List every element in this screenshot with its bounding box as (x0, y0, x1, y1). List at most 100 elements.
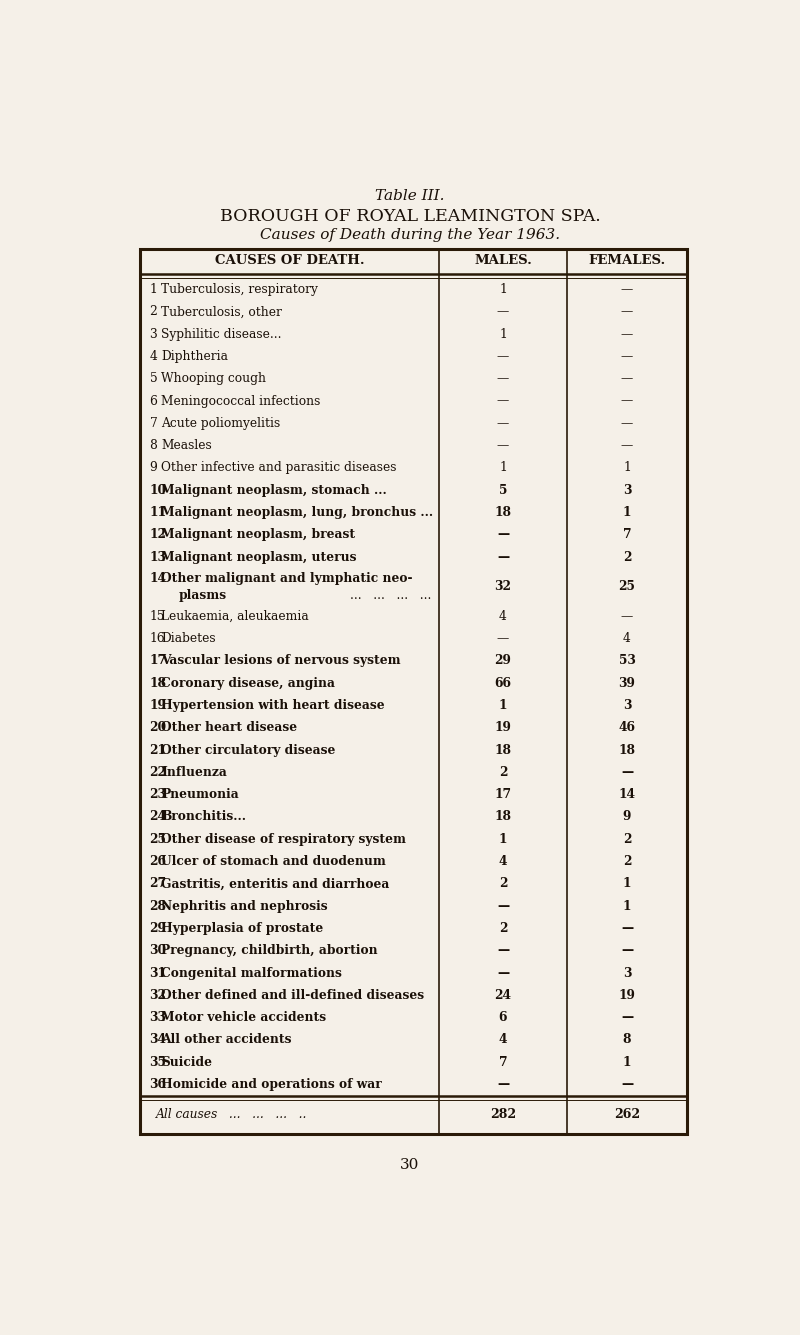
Text: Influenza: Influenza (162, 766, 227, 778)
Text: —: — (621, 439, 633, 453)
Text: —: — (621, 327, 633, 340)
Text: 1: 1 (622, 900, 631, 913)
Text: —: — (497, 967, 509, 980)
Text: 46: 46 (618, 721, 635, 734)
Text: Malignant neoplasm, lung, bronchus ...: Malignant neoplasm, lung, bronchus ... (162, 506, 434, 519)
Text: 5: 5 (499, 483, 507, 497)
Text: ...   ...   ...   ...: ... ... ... ... (350, 589, 432, 602)
Text: —: — (621, 372, 633, 386)
Text: Pregnancy, childbirth, abortion: Pregnancy, childbirth, abortion (162, 944, 378, 957)
Text: 3: 3 (622, 483, 631, 497)
Text: 16: 16 (150, 631, 166, 645)
Text: 1: 1 (498, 700, 507, 712)
Text: 7: 7 (150, 417, 158, 430)
Text: 4: 4 (150, 350, 158, 363)
Text: 32: 32 (150, 989, 166, 1001)
Text: 30: 30 (400, 1157, 420, 1172)
Text: 1: 1 (622, 506, 631, 519)
Text: —: — (621, 766, 633, 778)
Text: 1: 1 (623, 462, 631, 474)
Text: Coronary disease, angina: Coronary disease, angina (162, 677, 335, 690)
Text: All causes   ...   ...   ...   ..: All causes ... ... ... .. (156, 1108, 307, 1120)
Text: Nephritis and nephrosis: Nephritis and nephrosis (162, 900, 328, 913)
Text: Motor vehicle accidents: Motor vehicle accidents (162, 1011, 326, 1024)
Text: —: — (621, 1079, 633, 1091)
Text: 14: 14 (150, 571, 166, 585)
Text: 262: 262 (614, 1108, 640, 1120)
Text: 9: 9 (623, 810, 631, 824)
Text: —: — (497, 395, 509, 407)
Text: 282: 282 (490, 1108, 516, 1120)
Text: 7: 7 (622, 529, 631, 542)
Text: 25: 25 (150, 833, 166, 846)
Text: Vascular lesions of nervous system: Vascular lesions of nervous system (162, 654, 401, 668)
Text: Other infective and parasitic diseases: Other infective and parasitic diseases (162, 462, 397, 474)
Text: 6: 6 (150, 395, 158, 407)
Text: Malignant neoplasm, uterus: Malignant neoplasm, uterus (162, 550, 357, 563)
Text: 1: 1 (499, 327, 507, 340)
Text: —: — (621, 283, 633, 296)
Text: —: — (621, 350, 633, 363)
Text: Homicide and operations of war: Homicide and operations of war (162, 1079, 382, 1091)
Text: 1: 1 (150, 283, 158, 296)
Text: 15: 15 (150, 610, 165, 622)
Text: —: — (621, 1011, 633, 1024)
Text: Whooping cough: Whooping cough (162, 372, 266, 386)
Text: Bronchitis...: Bronchitis... (162, 810, 246, 824)
Text: Other circulatory disease: Other circulatory disease (162, 744, 336, 757)
Text: 3: 3 (622, 700, 631, 712)
Text: Gastritis, enteritis and diarrhoea: Gastritis, enteritis and diarrhoea (162, 877, 390, 890)
Text: 3: 3 (150, 327, 158, 340)
Text: 29: 29 (150, 922, 166, 934)
Text: 4: 4 (498, 856, 507, 868)
Text: Other heart disease: Other heart disease (162, 721, 298, 734)
Text: —: — (497, 944, 509, 957)
Text: 1: 1 (622, 877, 631, 890)
Text: 2: 2 (622, 550, 631, 563)
Text: 18: 18 (494, 744, 511, 757)
Text: 2: 2 (498, 766, 507, 778)
Text: 1: 1 (499, 283, 507, 296)
Text: 18: 18 (150, 677, 166, 690)
Bar (140, 248, 687, 1135)
Text: 18: 18 (618, 744, 635, 757)
Text: —: — (621, 610, 633, 622)
Text: Syphilitic disease...: Syphilitic disease... (162, 327, 282, 340)
Text: 6: 6 (498, 1011, 507, 1024)
Text: Diphtheria: Diphtheria (162, 350, 228, 363)
Text: 19: 19 (618, 989, 635, 1001)
Text: 30: 30 (150, 944, 166, 957)
Text: Other malignant and lymphatic neo-: Other malignant and lymphatic neo- (162, 571, 413, 585)
Text: 2: 2 (622, 833, 631, 846)
Text: —: — (621, 395, 633, 407)
Text: Leukaemia, aleukaemia: Leukaemia, aleukaemia (162, 610, 309, 622)
Text: 11: 11 (150, 506, 166, 519)
Text: 4: 4 (623, 631, 631, 645)
Text: Pneumonia: Pneumonia (162, 788, 239, 801)
Text: 18: 18 (494, 506, 511, 519)
Text: 31: 31 (150, 967, 166, 980)
Text: Suicide: Suicide (162, 1056, 212, 1069)
Text: 4: 4 (499, 610, 507, 622)
Text: 28: 28 (150, 900, 166, 913)
Text: 17: 17 (494, 788, 511, 801)
Text: Hyperplasia of prostate: Hyperplasia of prostate (162, 922, 323, 934)
Text: 19: 19 (150, 700, 166, 712)
Text: 18: 18 (494, 810, 511, 824)
Text: 26: 26 (150, 856, 166, 868)
Text: 2: 2 (622, 856, 631, 868)
Text: 33: 33 (150, 1011, 166, 1024)
Text: BOROUGH OF ROYAL LEAMINGTON SPA.: BOROUGH OF ROYAL LEAMINGTON SPA. (220, 208, 600, 224)
Text: Measles: Measles (162, 439, 212, 453)
Text: Congenital malformations: Congenital malformations (162, 967, 342, 980)
Text: 5: 5 (150, 372, 158, 386)
Text: —: — (497, 306, 509, 318)
Text: 29: 29 (494, 654, 511, 668)
Text: Other defined and ill-defined diseases: Other defined and ill-defined diseases (162, 989, 424, 1001)
Text: —: — (621, 922, 633, 934)
Text: Other disease of respiratory system: Other disease of respiratory system (162, 833, 406, 846)
Text: —: — (621, 944, 633, 957)
Text: Tuberculosis, respiratory: Tuberculosis, respiratory (162, 283, 318, 296)
Text: —: — (497, 529, 509, 542)
Text: —: — (497, 372, 509, 386)
